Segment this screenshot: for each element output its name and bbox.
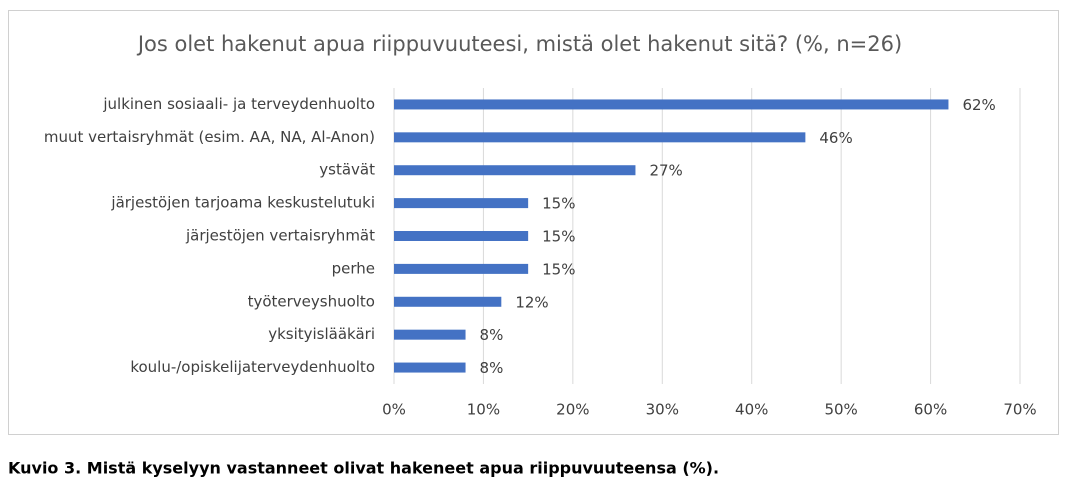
value-label: 12% (515, 293, 548, 311)
bar (394, 132, 806, 143)
x-tick-label: 20% (556, 401, 589, 419)
bar (394, 362, 466, 373)
x-tick-label: 60% (914, 401, 947, 419)
y-tick-label: järjestöjen tarjoama keskustelutuki (110, 194, 375, 212)
x-tick-label: 0% (382, 401, 406, 419)
y-tick-label: perhe (332, 259, 375, 277)
value-label: 27% (649, 162, 682, 180)
chart-frame (8, 10, 1059, 435)
caption: Kuvio 3. Mistä kyselyyn vastanneet oliva… (8, 459, 719, 478)
value-label: 46% (819, 129, 852, 147)
value-label: 15% (542, 228, 575, 246)
value-label: 15% (542, 260, 575, 278)
value-label: 62% (962, 96, 995, 114)
bar (394, 263, 529, 274)
y-tick-label: järjestöjen vertaisryhmät (185, 227, 375, 245)
y-tick-label: ystävät (319, 161, 375, 179)
x-tick-label: 70% (1003, 401, 1036, 419)
y-tick-label: yksityislääkäri (268, 325, 375, 343)
value-label: 8% (480, 326, 504, 344)
y-tick-label: työterveyshuolto (248, 292, 375, 310)
y-tick-label: koulu-/opiskelijaterveydenhuolto (130, 358, 375, 376)
x-tick-label: 40% (735, 401, 768, 419)
value-label: 15% (542, 195, 575, 213)
chart-title: Jos olet hakenut apua riippuvuuteesi, mi… (136, 32, 902, 56)
bar (394, 231, 529, 241)
y-tick-label: muut vertaisryhmät (esim. AA, NA, Al-Ano… (44, 128, 375, 146)
x-tick-label: 10% (467, 401, 500, 419)
x-tick-label: 30% (646, 401, 679, 419)
bar (394, 329, 466, 340)
x-tick-label: 50% (824, 401, 857, 419)
bar (394, 99, 949, 110)
bar (394, 296, 502, 307)
value-label: 8% (480, 359, 504, 377)
bar (394, 165, 636, 176)
y-tick-label: julkinen sosiaali- ja terveydenhuolto (102, 95, 375, 113)
bar (394, 198, 529, 209)
